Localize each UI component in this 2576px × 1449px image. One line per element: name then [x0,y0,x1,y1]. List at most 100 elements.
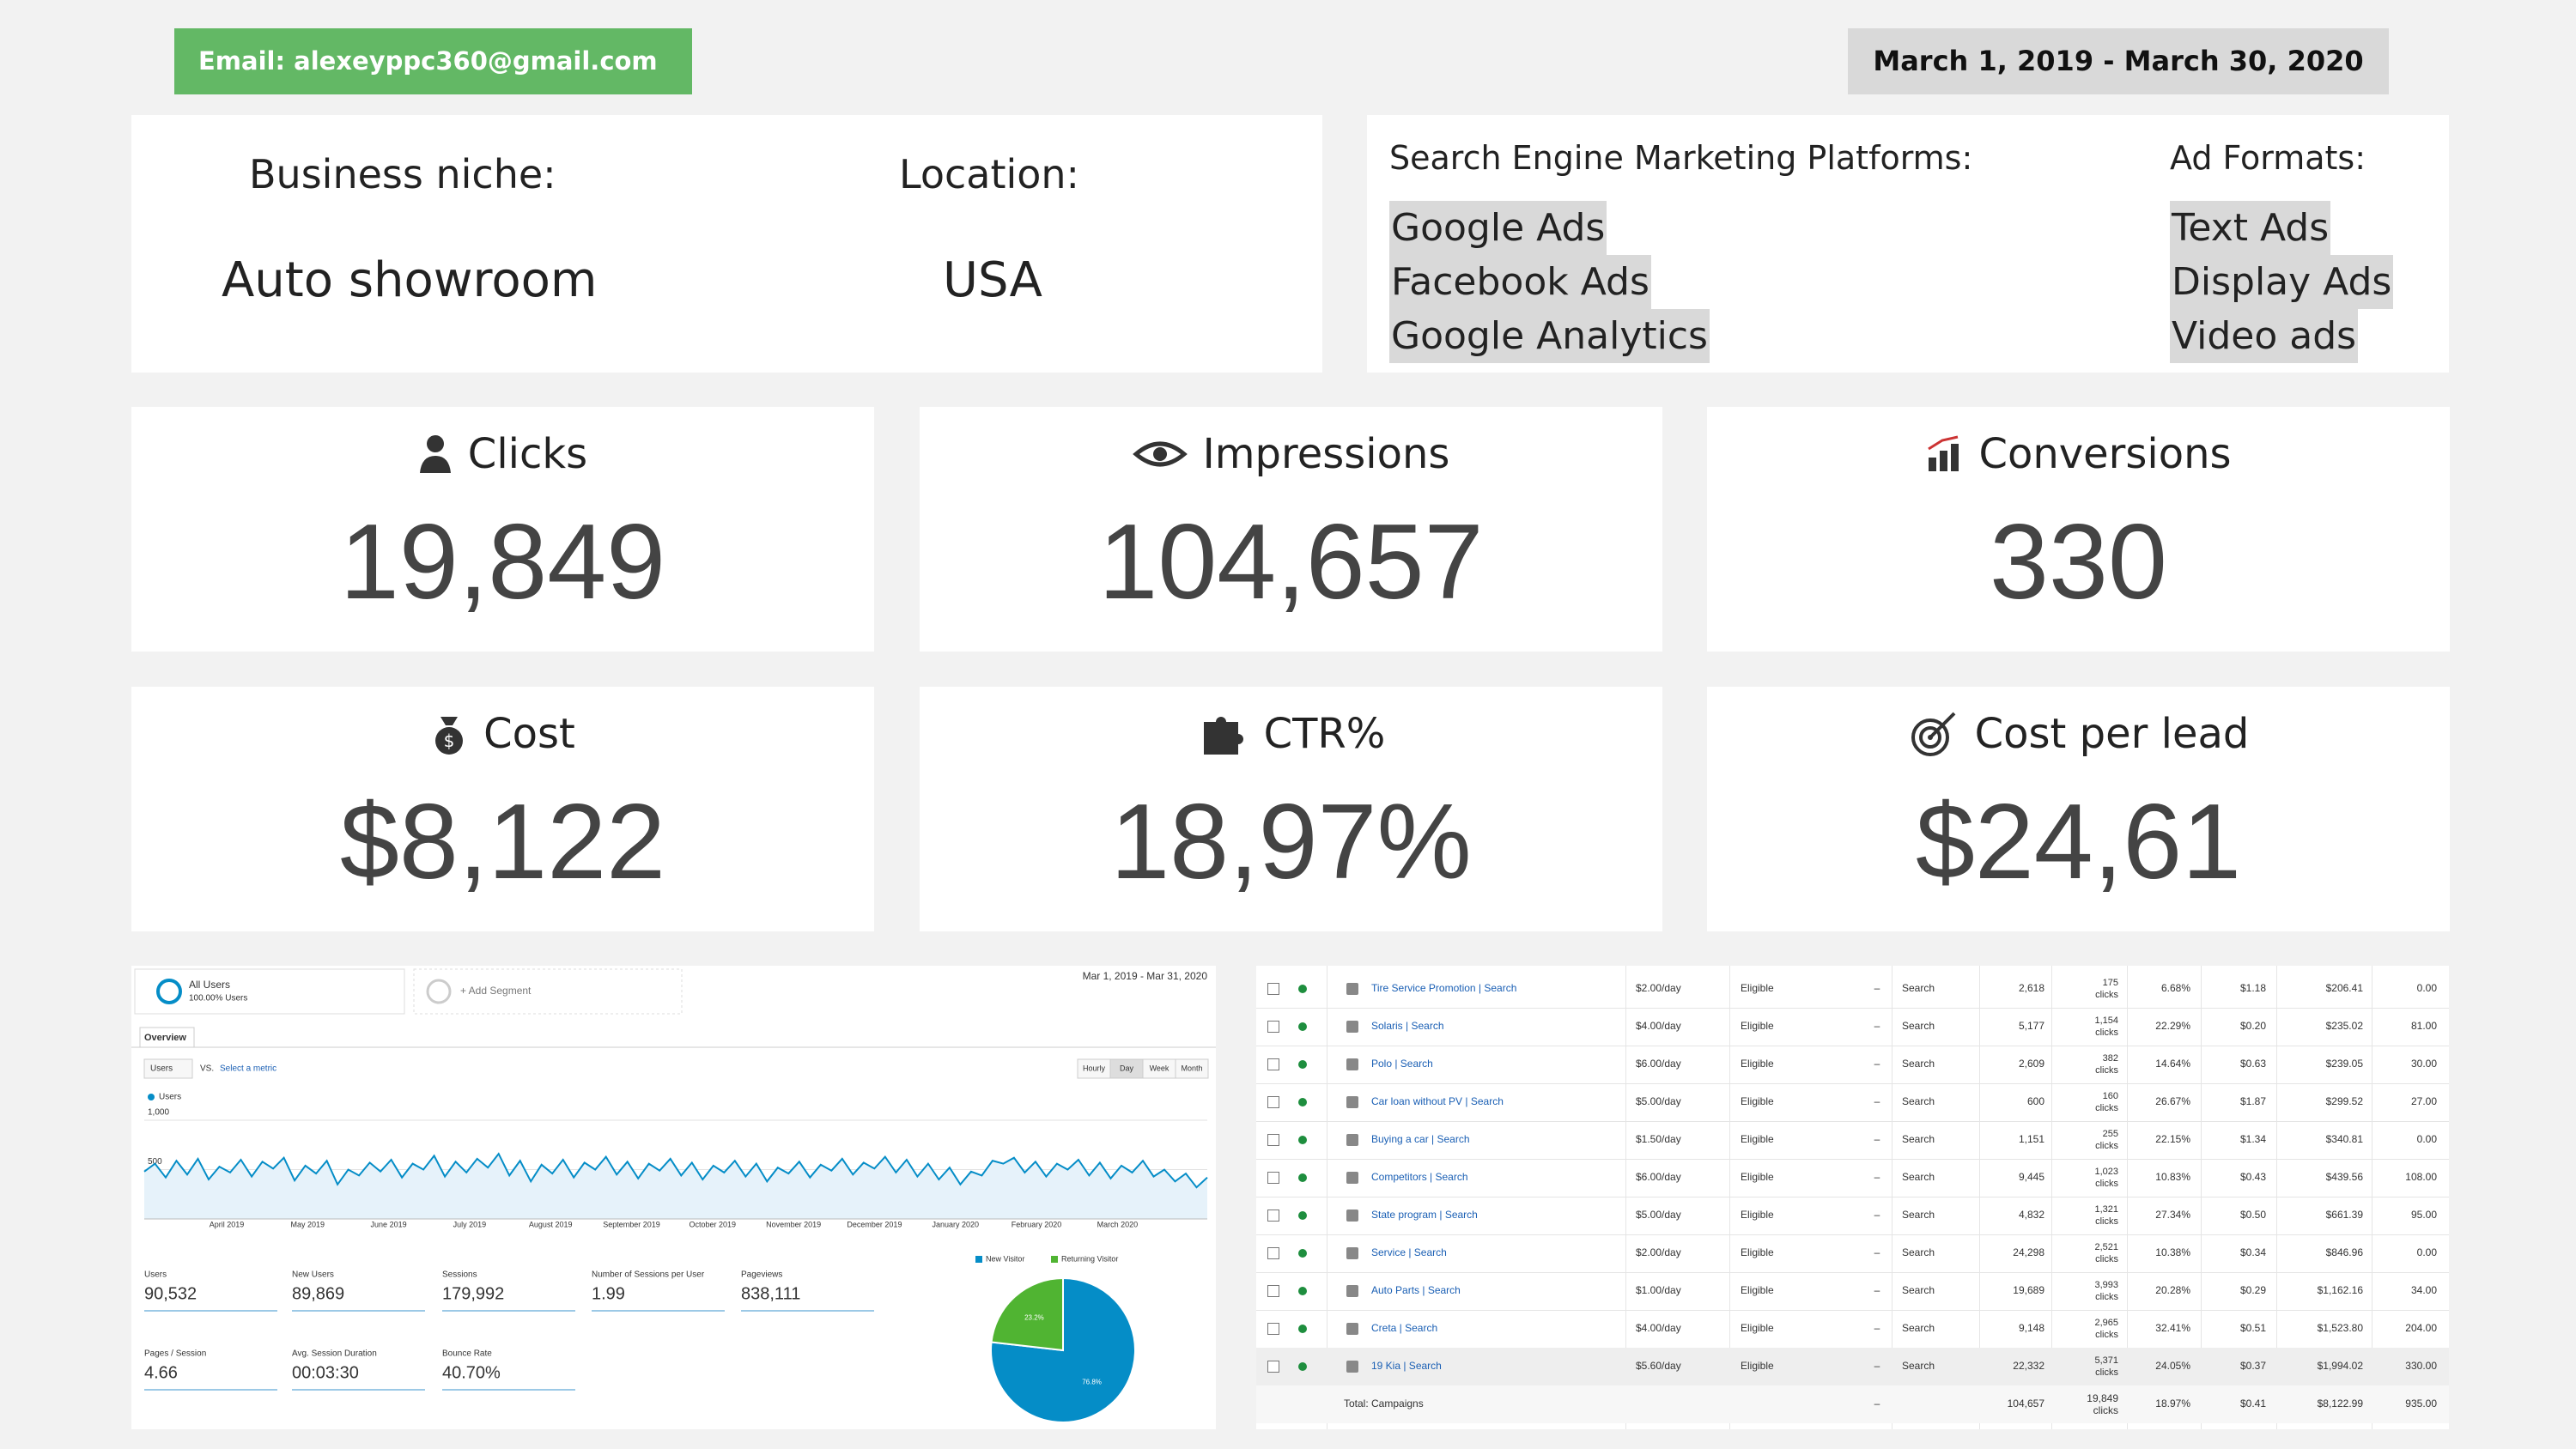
metric-value: 40.70% [442,1363,501,1382]
metric-value: 90,532 [144,1284,197,1303]
platform: Google Analytics [1389,309,1710,363]
x-tick-label: April 2019 [210,1220,245,1228]
metric-label: Avg. Session Duration [292,1349,377,1359]
platform-list: Google Ads Facebook Ads Google Analytics [1389,201,1710,363]
checkbox[interactable] [1267,1247,1279,1259]
campaign-icon [1346,1096,1358,1108]
cell[interactable]: Service | Search [1371,1247,1447,1258]
metric-value: 00:03:30 [292,1363,359,1382]
cell[interactable]: Auto Parts | Search [1371,1285,1461,1296]
x-tick-label: June 2019 [371,1220,407,1228]
cell: 34.00 [2265,1285,2437,1296]
checkbox[interactable] [1267,1285,1279,1297]
kpi-value: $24,61 [1707,781,2450,903]
ad-format: Video ads [2170,309,2358,363]
platform: Google Ads [1389,201,1607,255]
cell: 0.00 [2265,1134,2437,1145]
metric-dropdown-label: Users [150,1064,173,1074]
icon [1908,708,1959,760]
cell[interactable]: Tire Service Promotion | Search [1371,983,1516,994]
cell[interactable]: Car loan without PV | Search [1371,1096,1504,1107]
kpi-card: $Cost $8,122 [131,687,874,931]
checkbox[interactable] [1267,983,1279,995]
status-dot [1298,1362,1307,1371]
pie-label: 76.8% [1082,1379,1102,1386]
status-dot [1298,1022,1307,1031]
metric-label: Pageviews [741,1270,782,1280]
cell: 27.00 [2265,1096,2437,1107]
icon [1925,435,1963,473]
checkbox[interactable] [1267,1058,1279,1070]
legend-label: Returning Visitor [1061,1254,1118,1263]
legend-label: Users [159,1093,181,1102]
cell: 108.00 [2265,1172,2437,1183]
area [144,1154,1207,1219]
cell: $5.00/day [1636,1210,1681,1221]
cell: Eligible [1741,1021,1774,1032]
kpi-label: Conversions [1978,430,2231,478]
segment-share: 100.00% Users [189,994,247,1003]
cell: $2.00/day [1636,983,1681,994]
icon: $ [430,713,468,755]
cell[interactable]: Creta | Search [1371,1323,1437,1334]
kpi-value: 330 [1707,501,2450,623]
checkbox[interactable] [1267,1134,1279,1146]
metric-label: Bounce Rate [442,1349,492,1359]
niche-label: Business niche: [249,151,556,197]
cell[interactable]: Buying a car | Search [1371,1134,1470,1145]
cell: Eligible [1741,1058,1774,1070]
cell[interactable]: 19 Kia | Search [1371,1361,1442,1372]
niche-value: Auto showroom [222,252,597,308]
kpi-card: Cost per lead $24,61 [1707,687,2450,931]
cell[interactable]: State program | Search [1371,1210,1478,1221]
cell: Eligible [1741,1247,1774,1258]
metric-label: Users [144,1270,167,1280]
checkbox[interactable] [1267,1323,1279,1335]
campaign-icon [1346,1058,1358,1070]
cell: Eligible [1741,1096,1774,1107]
x-tick-label: February 2020 [1012,1220,1062,1228]
granularity-label: Day [1120,1064,1134,1072]
cell: $1.00/day [1636,1285,1681,1296]
pie-label: 23.2% [1024,1314,1044,1322]
cell: $2.00/day [1636,1247,1681,1258]
cell[interactable]: Solaris | Search [1371,1021,1444,1032]
cell[interactable]: Competitors | Search [1371,1172,1468,1183]
platforms-panel: Search Engine Marketing Platforms: Ad Fo… [1367,115,2449,373]
kpi-label: Impressions [1203,430,1450,478]
cell[interactable]: Polo | Search [1371,1058,1433,1070]
cell: Eligible [1741,983,1774,994]
analytics-screenshot: All Users100.00% Users+ Add SegmentMar 1… [131,966,1216,1429]
metric-label: New Users [292,1270,334,1280]
icon [1133,437,1188,471]
checkbox[interactable] [1267,1210,1279,1222]
checkbox[interactable] [1267,1096,1279,1108]
segment-name: All Users [189,979,230,991]
cell: 0.00 [2265,1247,2437,1258]
campaign-icon [1346,1361,1358,1373]
cell: Eligible [1741,1323,1774,1334]
email-box: Email: alexeyppc360@gmail.com [174,28,692,94]
platform: Facebook Ads [1389,255,1651,309]
row-rule [1256,1159,2449,1160]
formats-title: Ad Formats: [2170,139,2366,177]
status-dot [1298,1211,1307,1220]
row-rule [1256,1008,2449,1009]
granularity-label: Week [1150,1064,1170,1072]
metric-value: 838,111 [741,1284,800,1303]
total-cell: Total: Campaigns [1344,1398,1424,1410]
checkbox[interactable] [1267,1361,1279,1373]
status-dot [1298,1325,1307,1333]
kpi-value: 18,97% [920,781,1662,903]
checkbox[interactable] [1267,1172,1279,1184]
x-tick-label: September 2019 [603,1220,660,1228]
kpi-value: 19,849 [131,501,874,623]
row-rule [1256,1234,2449,1235]
date-range-box: March 1, 2019 - March 30, 2020 [1848,28,2389,94]
legend-swatch [975,1256,982,1263]
cell: Eligible [1741,1172,1774,1183]
cell: $4.00/day [1636,1323,1681,1334]
campaign-icon [1346,1172,1358,1184]
cell: $4.00/day [1636,1021,1681,1032]
checkbox[interactable] [1267,1021,1279,1033]
